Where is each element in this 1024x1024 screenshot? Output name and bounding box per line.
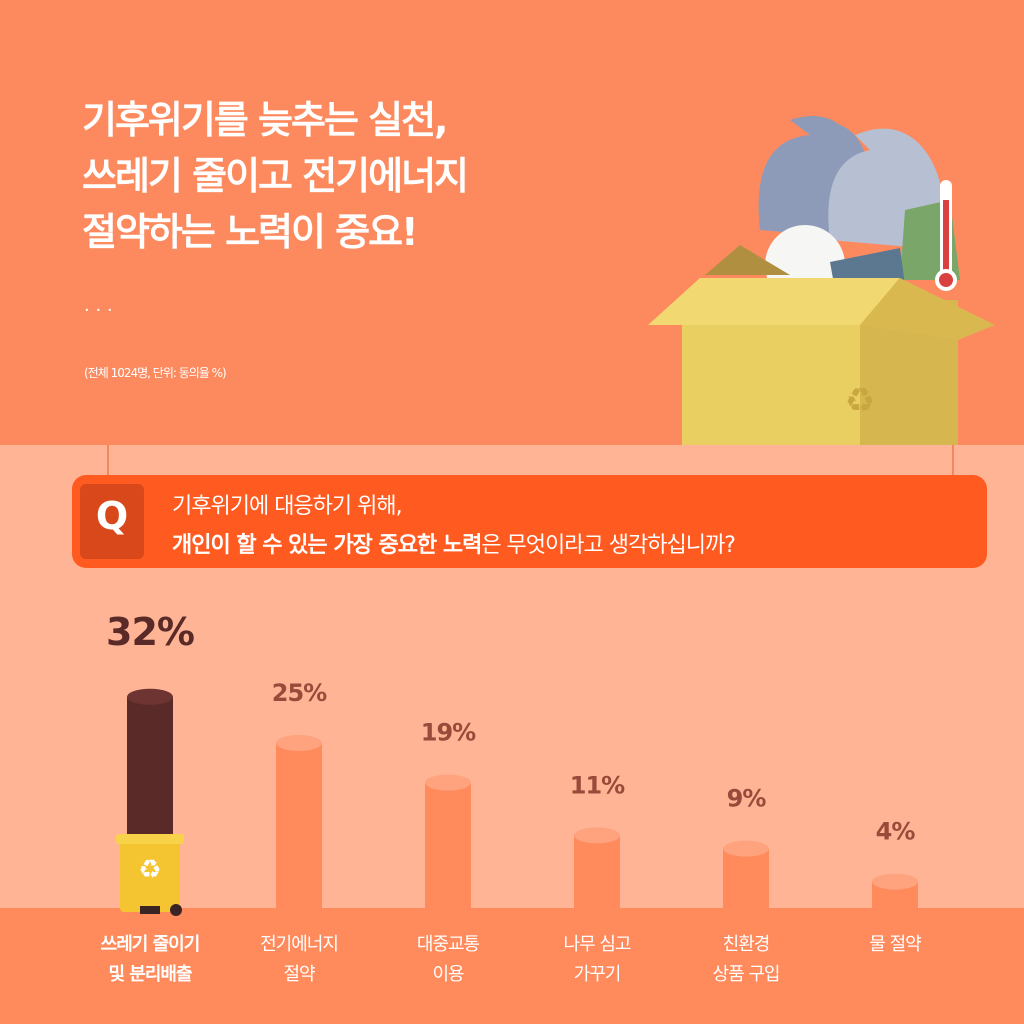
svg-text:♻: ♻ [845,381,875,421]
value-label: 32% [106,610,194,654]
category-label: 나무 심고 가꾸기 [563,934,632,985]
question-bold: 개인이 할 수 있는 가장 중요한 노력 [172,533,482,558]
bar [276,743,322,908]
category-label: 전기에너지 절약 [260,934,339,985]
bin-wheel [170,904,182,916]
illustration: ♻ [648,116,995,445]
bar [723,848,769,908]
bar-top [723,840,769,857]
bar-top [872,873,918,890]
note: (전체 1024명, 단위: 동의율 %) [84,366,227,380]
question-icon [80,484,144,559]
question-mark: Q [95,494,129,538]
bin [120,840,180,912]
question-rest: 은 무엇이라고 생각하십니까? [481,533,736,558]
ellipsis: · · · [84,300,113,321]
value-label: 9% [727,785,767,813]
bar [425,782,471,908]
bottom-strip [0,908,1024,1024]
question-bar [72,475,987,568]
category-label: 쓰레기 줄이기 및 분리배출 [100,934,201,985]
bin-foot [140,906,160,914]
bar-top [425,774,471,791]
bar-top [574,827,620,844]
category-label: 대중교통 이용 [416,934,480,985]
value-label: 4% [876,818,916,846]
value-label: 11% [570,771,625,799]
value-label: 19% [421,719,476,747]
bar [574,835,620,908]
question-line: 개인이 할 수 있는 가장 중요한 노력은 무엇이라고 생각하십니까? [172,527,736,559]
question-line: 기후위기에 대응하기 위해, [172,494,403,519]
value-label: 25% [272,679,327,707]
title: 기후위기를 늦추는 실천, 쓰레기 줄이고 전기에너지 절약하는 노력이 중요! [82,98,469,254]
bar-top [127,688,173,705]
bin-lid [116,834,184,844]
category-label: 물 절약 [869,934,921,955]
bar-top [276,735,322,751]
category-label: 친환경 상품 구입 [712,934,781,985]
bin-icon: ♻ [138,855,161,885]
